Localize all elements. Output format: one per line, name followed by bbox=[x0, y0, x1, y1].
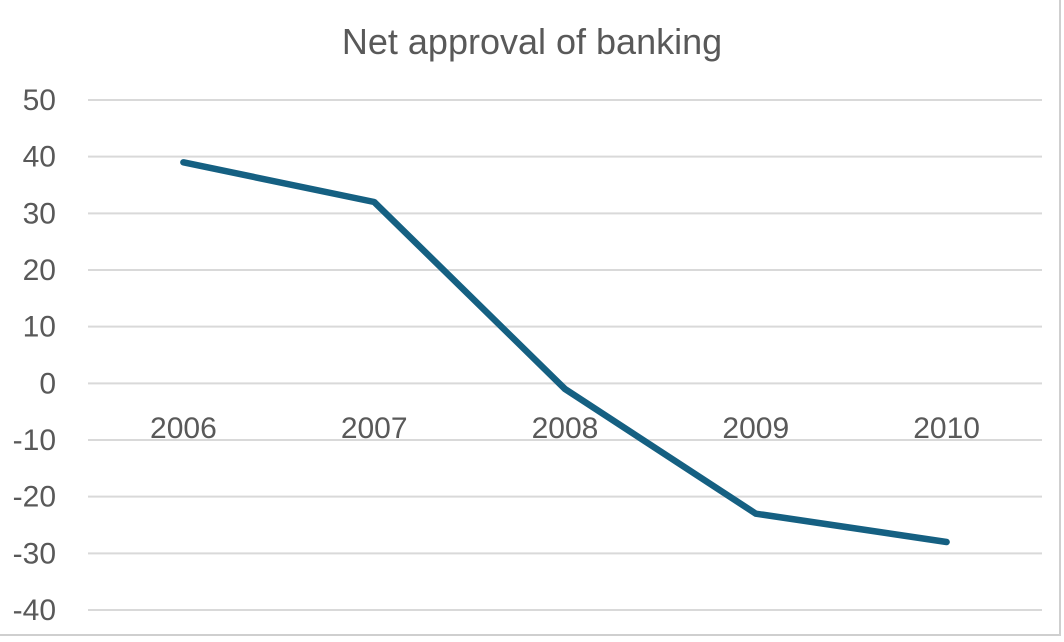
y-axis-tick-label-30: 30 bbox=[23, 197, 56, 230]
y-axis-tick-label-40: 40 bbox=[23, 141, 56, 174]
x-axis-tick-label-2010: 2010 bbox=[913, 412, 980, 445]
y-axis-tick-label-50: 50 bbox=[23, 84, 56, 117]
chart-border-bottom bbox=[0, 634, 1061, 636]
chart-title: Net approval of banking bbox=[341, 21, 723, 62]
y-axis-tick-label-20: 20 bbox=[23, 254, 56, 287]
y-axis-tick-label--10: -10 bbox=[13, 424, 56, 457]
y-axis-tick-label-10: 10 bbox=[23, 311, 56, 344]
net-approval-series-line bbox=[180, 159, 950, 546]
x-axis-tick-label-2009: 2009 bbox=[722, 412, 789, 445]
y-axis-tick-label-0: 0 bbox=[39, 367, 56, 400]
chart-border-right bbox=[1059, 0, 1061, 635]
y-axis-tick-label--40: -40 bbox=[13, 594, 56, 627]
x-axis-tick-label-2007: 2007 bbox=[341, 412, 408, 445]
y-axis-tick-label--30: -30 bbox=[13, 537, 56, 570]
x-axis-tick-label-2008: 2008 bbox=[532, 412, 599, 445]
y-axis-tick-label--20: -20 bbox=[13, 481, 56, 514]
x-axis-tick-label-2006: 2006 bbox=[150, 412, 217, 445]
